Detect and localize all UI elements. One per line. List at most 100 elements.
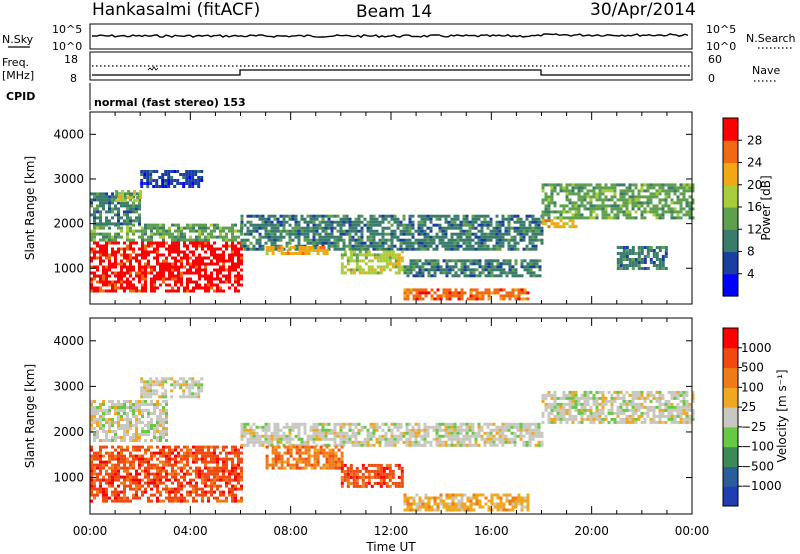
echo-cell — [574, 216, 578, 220]
echo-cell — [402, 238, 406, 242]
echo-cell — [361, 472, 365, 476]
echo-cell — [114, 406, 117, 409]
echo-cell — [93, 463, 96, 467]
echo-cell — [325, 445, 329, 449]
echo-cell — [185, 383, 189, 387]
echo-cell — [402, 223, 406, 227]
echo-cell — [604, 183, 608, 187]
echo-cell — [135, 229, 138, 233]
echo-cell — [301, 252, 305, 255]
echo-cell — [289, 463, 293, 467]
echo-cell — [189, 262, 192, 266]
echo-cell — [234, 223, 237, 227]
echo-cell — [366, 434, 370, 438]
echo-cell — [400, 472, 404, 476]
echo-cell — [450, 226, 454, 230]
echo-cell — [159, 472, 162, 476]
echo-cell — [179, 383, 183, 387]
echo-cell — [132, 478, 135, 482]
echo-cell — [334, 466, 338, 470]
echo-cell — [183, 466, 186, 470]
echo-cell — [408, 422, 412, 426]
echo-cell — [294, 422, 298, 426]
echo-cell — [340, 457, 344, 461]
echo-cell — [267, 437, 271, 441]
echo-cell — [367, 478, 371, 482]
echo-cell — [444, 422, 448, 426]
echo-cell — [102, 466, 105, 470]
echo-cell — [234, 493, 237, 497]
echo-cell — [385, 472, 389, 476]
echo-cell — [161, 383, 165, 387]
echo-cell — [465, 217, 469, 221]
echo-cell — [204, 493, 207, 497]
echo-cell — [339, 440, 343, 444]
echo-cell — [415, 262, 419, 266]
echo-cell — [522, 226, 526, 230]
echo-cell — [191, 170, 195, 173]
echo-cell — [171, 286, 174, 290]
echo-cell — [381, 241, 385, 245]
echo-cell — [637, 261, 641, 264]
echo-cell — [96, 280, 99, 284]
echo-cell — [568, 219, 572, 223]
echo-cell — [99, 472, 102, 476]
echo-cell — [295, 448, 299, 452]
echo-cell — [604, 198, 608, 202]
echo-cell — [276, 223, 280, 227]
echo-cell — [382, 466, 386, 470]
echo-cell — [174, 490, 177, 494]
echo-cell — [369, 425, 373, 429]
echo-cell — [138, 412, 141, 415]
echo-cell — [237, 463, 240, 467]
echo-cell — [378, 434, 382, 438]
echo-cell — [282, 226, 286, 230]
echo-cell — [105, 256, 108, 260]
echo-cell — [156, 481, 159, 485]
echo-cell — [210, 451, 213, 455]
echo-cell — [406, 268, 410, 272]
echo-cell — [207, 454, 210, 458]
echo-cell — [318, 422, 322, 426]
echo-cell — [400, 259, 404, 263]
echo-cell — [526, 271, 530, 275]
echo-cell — [265, 445, 269, 449]
echo-cell — [634, 195, 638, 199]
echo-cell — [111, 478, 114, 482]
echo-cell — [331, 466, 335, 470]
echo-cell — [348, 241, 352, 245]
echo-cell — [141, 274, 144, 278]
echo-cell — [111, 463, 114, 467]
echo-cell — [447, 437, 451, 441]
echo-cell — [547, 201, 551, 205]
echo-cell — [133, 193, 137, 197]
echo-cell — [283, 466, 287, 470]
echo-cell — [490, 274, 494, 278]
echo-cell — [643, 201, 647, 205]
echo-cell — [421, 262, 425, 266]
echo-cell — [483, 235, 487, 239]
echo-cell — [418, 505, 422, 509]
echo-cell — [364, 253, 368, 257]
echo-cell — [372, 217, 376, 221]
echo-cell — [162, 241, 165, 245]
echo-cell — [438, 428, 442, 432]
echo-cell — [637, 192, 641, 196]
echo-cell — [149, 182, 153, 185]
echo-cell — [372, 428, 376, 432]
echo-cell — [183, 226, 186, 230]
echo-cell — [93, 289, 96, 293]
echo-cell — [673, 192, 677, 196]
echo-cell — [604, 213, 608, 217]
echo-cell — [216, 460, 219, 464]
echo-cell — [105, 192, 108, 196]
echo-cell — [225, 499, 228, 503]
echo-cell — [102, 232, 105, 236]
echo-cell — [183, 256, 186, 260]
echo-cell — [417, 431, 421, 435]
echo-cell — [144, 289, 147, 293]
echo-cell — [111, 490, 114, 494]
echo-cell — [300, 217, 304, 221]
echo-cell — [126, 253, 129, 257]
echo-cell — [460, 291, 464, 295]
